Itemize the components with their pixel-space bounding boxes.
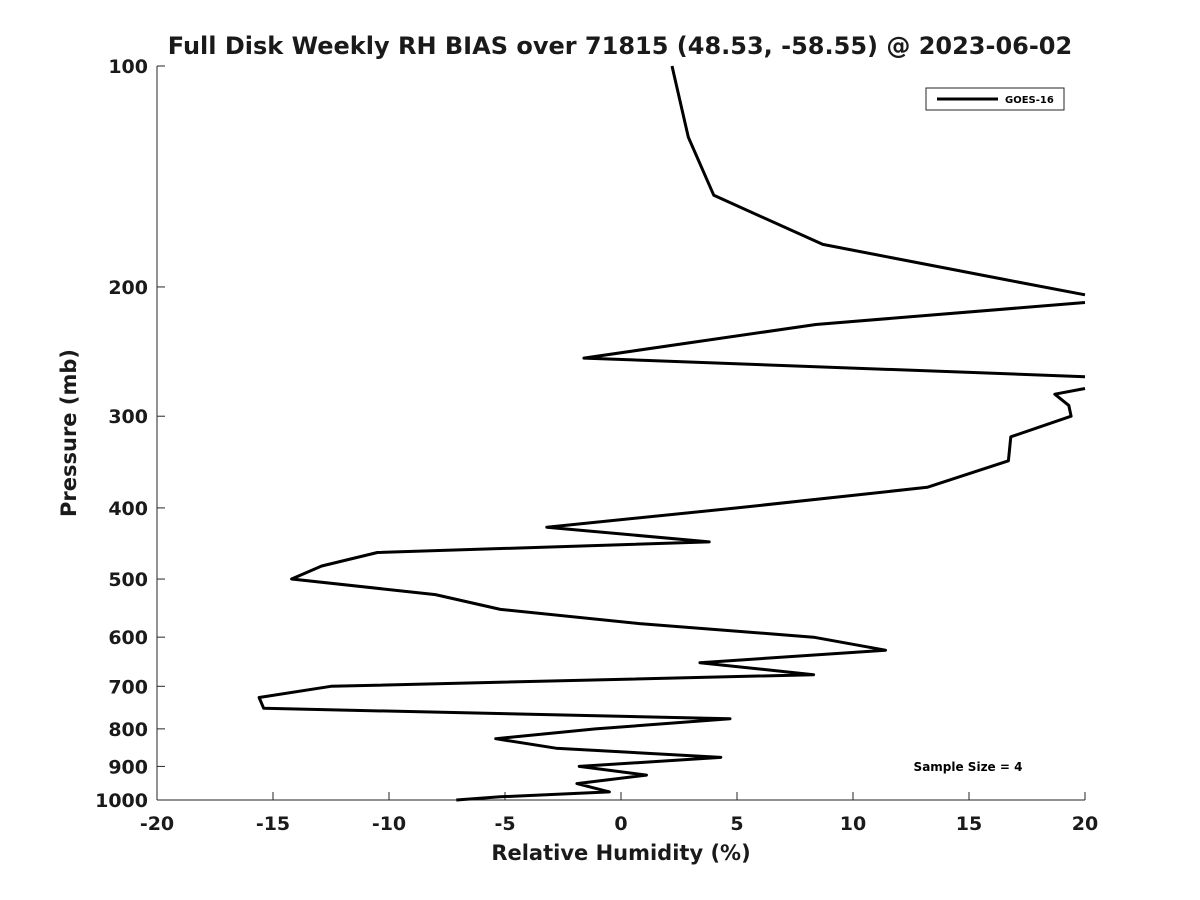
x-tick-label: -10 [372,813,406,835]
y-tick-label: 600 [108,627,148,649]
x-axis-label: Relative Humidity (%) [491,841,750,865]
x-tick-label: 20 [1072,813,1098,835]
chart-title: Full Disk Weekly RH BIAS over 71815 (48.… [168,32,1072,60]
y-ticks: 100 200 300 400 500 600 700 800 900 1000 [95,56,165,812]
y-tick-label: 100 [108,56,148,78]
y-tick-label: 400 [108,498,148,520]
y-tick-label: 800 [108,719,148,741]
x-tick-label: -5 [494,813,515,835]
x-tick-label: 15 [956,813,982,835]
y-tick-label: 700 [108,676,148,698]
x-ticks: -20 -15 -10 -5 0 5 10 15 20 [140,792,1098,835]
legend-label-goes-16: GOES-16 [1005,95,1054,106]
y-tick-label: 500 [108,569,148,591]
y-tick-label: 1000 [95,790,148,812]
y-tick-label: 200 [108,277,148,299]
series-line-goes-16 [257,387,1086,802]
sample-size-annotation: Sample Size = 4 [914,760,1023,774]
series-line-goes-16 [582,301,1086,379]
x-tick-label: 5 [730,813,743,835]
x-tick-label: -20 [140,813,174,835]
x-tick-label: 0 [614,813,627,835]
legend: GOES-16 [925,87,1065,111]
series-layer [257,65,1086,802]
y-axis-label: Pressure (mb) [57,349,81,517]
y-tick-label: 300 [108,406,148,428]
x-tick-label: 10 [840,813,866,835]
y-tick-label: 900 [108,756,148,778]
x-tick-label: -15 [256,813,290,835]
series-line-goes-16 [670,65,1086,297]
